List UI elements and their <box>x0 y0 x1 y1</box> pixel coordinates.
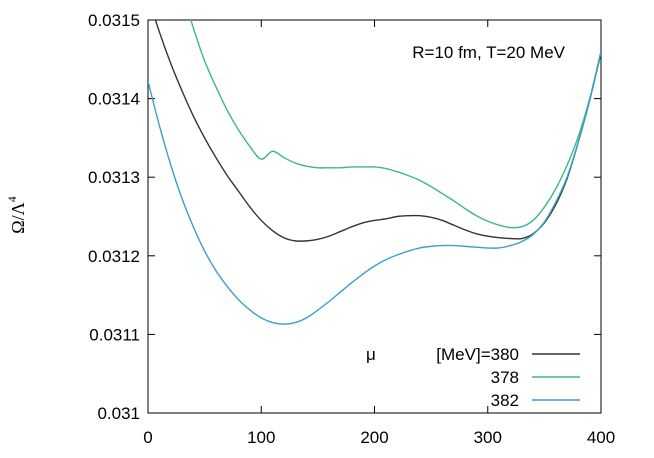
y-tick-label: 0.0315 <box>88 11 140 30</box>
x-tick-label: 400 <box>587 428 615 447</box>
x-tick-labels: 0 100 200 300 400 <box>143 428 615 447</box>
y-tick-label: 0.0314 <box>88 90 140 109</box>
legend: μ [MeV]=380 378 382 <box>366 345 580 410</box>
series-line-380 <box>154 20 601 242</box>
legend-label-378: 378 <box>491 368 519 387</box>
x-tick-label: 0 <box>143 428 152 447</box>
y-tick-label: 0.0311 <box>89 325 140 344</box>
legend-mu-symbol: μ <box>366 345 376 364</box>
legend-label-382: 382 <box>491 391 519 410</box>
legend-label-380: [MeV]=380 <box>436 345 519 364</box>
y-axis-label-main: Ω/Λ <box>8 202 28 233</box>
ticks-group <box>147 19 602 414</box>
x-tick-label: 300 <box>474 428 502 447</box>
y-axis-label: Ω/Λ4 <box>5 196 28 233</box>
x-tick-label: 100 <box>247 428 275 447</box>
y-tick-label: 0.031 <box>97 404 140 423</box>
x-tick-label: 200 <box>360 428 388 447</box>
series-lines <box>148 20 601 325</box>
y-tick-label: 0.0313 <box>88 168 140 187</box>
y-tick-labels: 0.031 0.0311 0.0312 0.0313 0.0314 0.0315 <box>88 11 140 423</box>
y-tick-label: 0.0312 <box>88 247 140 266</box>
series-line-382 <box>148 51 601 325</box>
chart-annotation: R=10 fm, T=20 MeV <box>412 43 565 62</box>
y-axis-label-superscript: 4 <box>5 196 19 202</box>
series-line-378 <box>190 20 601 229</box>
